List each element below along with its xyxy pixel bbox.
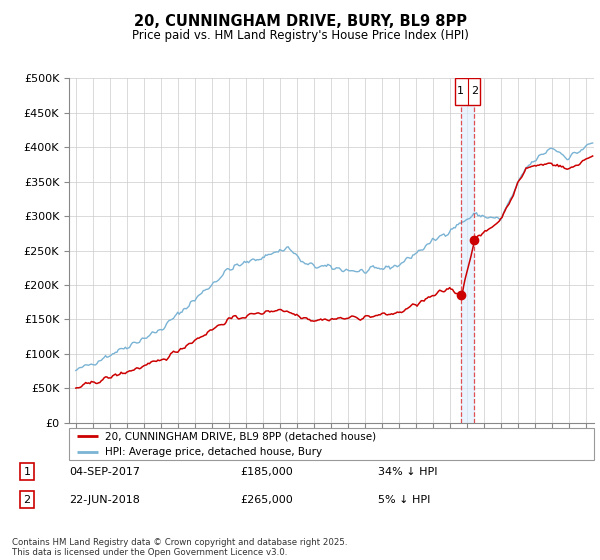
Text: Price paid vs. HM Land Registry's House Price Index (HPI): Price paid vs. HM Land Registry's House … bbox=[131, 29, 469, 42]
Text: 22-JUN-2018: 22-JUN-2018 bbox=[69, 494, 140, 505]
Text: 20, CUNNINGHAM DRIVE, BL9 8PP (detached house): 20, CUNNINGHAM DRIVE, BL9 8PP (detached … bbox=[105, 431, 376, 441]
Text: £265,000: £265,000 bbox=[240, 494, 293, 505]
Text: Contains HM Land Registry data © Crown copyright and database right 2025.
This d: Contains HM Land Registry data © Crown c… bbox=[12, 538, 347, 557]
Text: 5% ↓ HPI: 5% ↓ HPI bbox=[378, 494, 430, 505]
FancyBboxPatch shape bbox=[69, 428, 594, 460]
Text: 2: 2 bbox=[23, 494, 31, 505]
Text: 20, CUNNINGHAM DRIVE, BURY, BL9 8PP: 20, CUNNINGHAM DRIVE, BURY, BL9 8PP bbox=[133, 14, 467, 29]
Text: 2: 2 bbox=[472, 86, 479, 96]
Polygon shape bbox=[455, 78, 480, 105]
Text: 1: 1 bbox=[457, 86, 464, 96]
Text: 34% ↓ HPI: 34% ↓ HPI bbox=[378, 466, 437, 477]
Bar bbox=[461, 78, 474, 423]
Text: 1: 1 bbox=[23, 466, 31, 477]
Text: 04-SEP-2017: 04-SEP-2017 bbox=[69, 466, 140, 477]
Text: £185,000: £185,000 bbox=[240, 466, 293, 477]
Text: HPI: Average price, detached house, Bury: HPI: Average price, detached house, Bury bbox=[105, 447, 322, 457]
